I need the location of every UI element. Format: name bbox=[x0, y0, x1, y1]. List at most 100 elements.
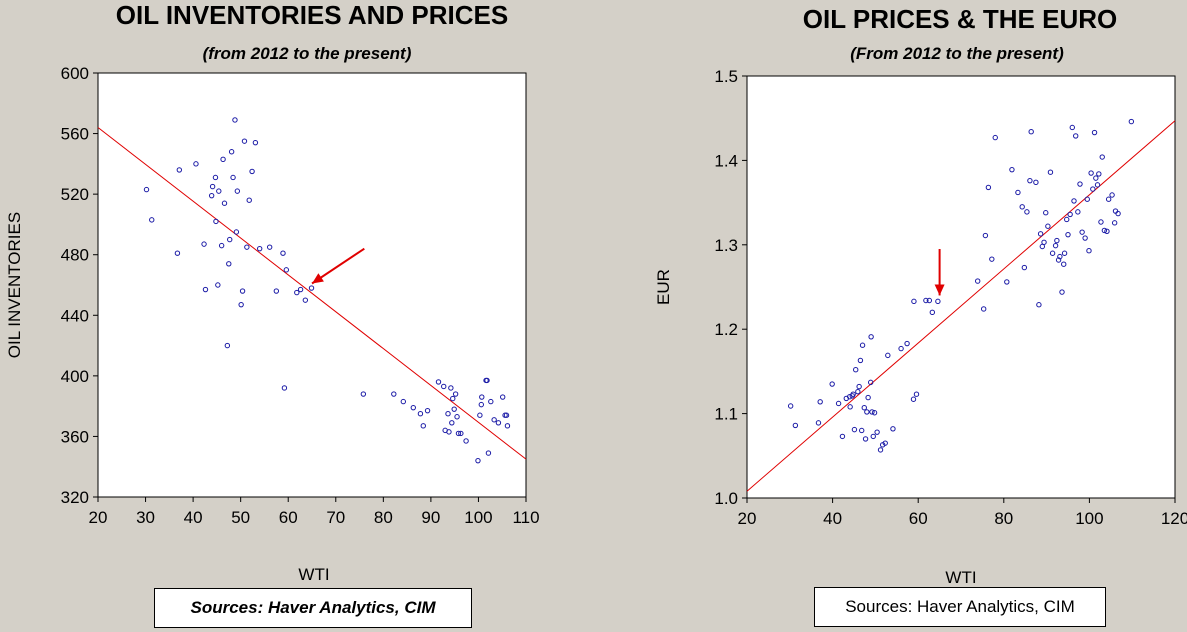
data-point bbox=[1111, 220, 1118, 226]
chart-right-plot-area bbox=[746, 75, 1176, 499]
data-point bbox=[458, 430, 464, 437]
data-point bbox=[448, 385, 454, 391]
source-note-left: Sources: Haver Analytics, CIM bbox=[154, 588, 472, 628]
data-point bbox=[224, 342, 231, 349]
y-tick-label: 400 bbox=[61, 367, 89, 386]
data-point bbox=[212, 174, 219, 181]
regression-line bbox=[746, 120, 1176, 492]
data-point bbox=[1075, 209, 1081, 215]
data-point bbox=[220, 156, 226, 163]
data-point bbox=[910, 396, 917, 402]
data-point bbox=[857, 357, 864, 364]
data-point bbox=[283, 267, 290, 273]
data-point bbox=[1064, 216, 1070, 223]
data-point bbox=[238, 301, 244, 308]
data-point bbox=[273, 288, 280, 294]
data-point bbox=[974, 278, 981, 284]
data-point bbox=[256, 245, 263, 252]
data-point bbox=[1009, 166, 1015, 173]
data-point bbox=[208, 192, 215, 199]
data-point bbox=[477, 412, 483, 418]
x-tick-label: 120 bbox=[1161, 509, 1187, 528]
data-point bbox=[1069, 124, 1075, 131]
data-point bbox=[503, 412, 510, 418]
data-point bbox=[1098, 219, 1104, 225]
data-point bbox=[864, 409, 870, 415]
data-point bbox=[867, 379, 874, 386]
x-tick-label: 110 bbox=[512, 508, 539, 527]
data-point bbox=[1104, 228, 1110, 234]
y-tick-label: 1.3 bbox=[714, 236, 738, 255]
chart-left: OIL INVENTORIES AND PRICES (from 2012 to… bbox=[5, 0, 540, 584]
data-point bbox=[213, 218, 219, 225]
data-point bbox=[241, 138, 248, 144]
data-point bbox=[890, 426, 896, 432]
data-point bbox=[1059, 289, 1065, 295]
data-point bbox=[926, 297, 933, 304]
data-point bbox=[985, 184, 992, 191]
data-point bbox=[1041, 239, 1047, 245]
chart-right-points bbox=[787, 118, 1135, 453]
data-point bbox=[249, 168, 255, 175]
data-point bbox=[239, 288, 246, 294]
x-tick-label: 30 bbox=[136, 508, 155, 527]
data-point bbox=[1045, 223, 1051, 229]
data-point bbox=[499, 394, 506, 400]
y-tick-label: 560 bbox=[61, 125, 89, 144]
data-point bbox=[193, 161, 199, 167]
data-point bbox=[935, 298, 941, 305]
chart-left-ticks: 20 30 40 50 60 70 80 90 100 110 320 360 400 440 480 520… bbox=[61, 64, 540, 527]
regression-line bbox=[97, 127, 527, 460]
data-point bbox=[143, 186, 150, 193]
source-note-right: Sources: Haver Analytics, CIM bbox=[814, 587, 1106, 627]
data-point bbox=[233, 229, 240, 235]
data-point bbox=[1024, 209, 1030, 215]
data-point bbox=[1086, 248, 1092, 254]
data-point bbox=[450, 395, 456, 402]
data-point bbox=[230, 174, 236, 181]
data-point bbox=[1099, 154, 1105, 160]
data-point bbox=[869, 409, 875, 415]
chart-right-arrow bbox=[934, 249, 945, 296]
data-point bbox=[360, 391, 367, 397]
data-point bbox=[792, 422, 799, 429]
data-point bbox=[862, 436, 869, 442]
data-point bbox=[216, 188, 222, 194]
data-point bbox=[228, 149, 235, 155]
data-point bbox=[1027, 177, 1033, 184]
data-point bbox=[871, 410, 878, 416]
data-point bbox=[226, 261, 232, 267]
data-point bbox=[1004, 279, 1010, 285]
data-point bbox=[851, 426, 858, 433]
x-tick-label: 20 bbox=[738, 509, 757, 528]
data-point bbox=[929, 309, 936, 316]
data-point bbox=[294, 289, 300, 296]
y-tick-label: 1.0 bbox=[714, 489, 738, 508]
chart-right-xlabel: WTI bbox=[945, 568, 976, 587]
data-point bbox=[829, 381, 835, 387]
data-point bbox=[1015, 189, 1021, 196]
chart-right-subtitle: (From 2012 to the present) bbox=[850, 44, 1064, 63]
data-point bbox=[424, 407, 431, 414]
data-point bbox=[451, 406, 457, 412]
data-point bbox=[475, 457, 481, 464]
data-point bbox=[495, 420, 502, 426]
y-tick-label: 320 bbox=[61, 488, 89, 507]
data-point bbox=[1061, 250, 1068, 256]
data-point bbox=[215, 282, 221, 288]
data-point bbox=[1115, 210, 1121, 217]
chart-right-regression bbox=[746, 120, 1176, 492]
data-point bbox=[1028, 129, 1034, 135]
data-point bbox=[817, 399, 823, 405]
data-point bbox=[1088, 170, 1094, 176]
data-point bbox=[446, 429, 452, 435]
data-point bbox=[308, 285, 315, 291]
x-tick-label: 40 bbox=[823, 509, 842, 528]
x-tick-label: 60 bbox=[279, 508, 298, 527]
data-point bbox=[1084, 196, 1090, 202]
data-point bbox=[865, 394, 871, 401]
data-point bbox=[454, 414, 460, 420]
data-point bbox=[859, 342, 866, 348]
data-point bbox=[1073, 133, 1079, 139]
